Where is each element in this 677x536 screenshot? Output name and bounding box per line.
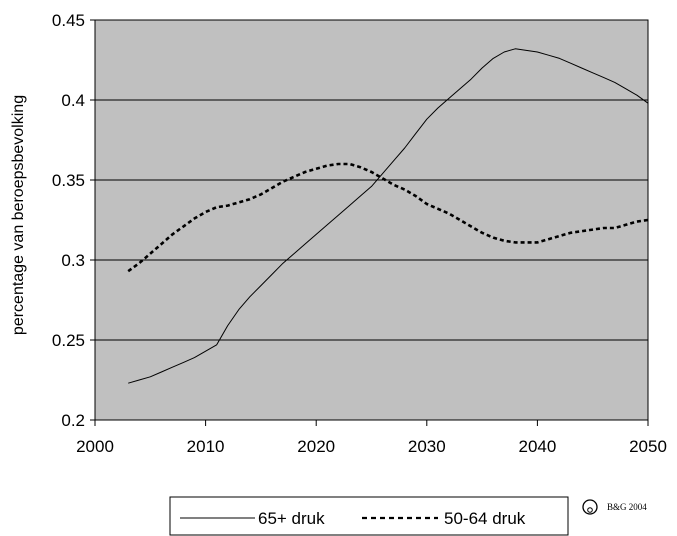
x-tick-label-2020: 2020 <box>297 437 335 456</box>
x-tick-label-2000: 2000 <box>76 437 114 456</box>
y-tick-label-0.25: 0.25 <box>52 331 85 350</box>
legend-box <box>169 496 569 536</box>
legend: 65+ druk 50-64 druk <box>169 496 569 536</box>
plot-area <box>94 19 649 421</box>
copyright-mark: B&G 2004 <box>582 499 647 515</box>
y-tick-label-0.45: 0.45 <box>52 11 85 30</box>
series-line-1 <box>127 162 649 273</box>
x-axis-ticks: 2000 2010 2020 2030 2040 2050 <box>76 420 667 456</box>
y-tick-label-0.2: 0.2 <box>61 411 85 430</box>
axes <box>94 20 648 421</box>
y-tick-label-0.4: 0.4 <box>61 91 85 110</box>
gridlines <box>95 99 648 341</box>
legend-label-50-64: 50-64 druk <box>444 509 526 528</box>
series-line-0 <box>128 48 649 384</box>
x-tick-label-2030: 2030 <box>408 437 446 456</box>
x-tick-label-2040: 2040 <box>518 437 556 456</box>
x-tick-label-2050: 2050 <box>629 437 667 456</box>
x-tick-label-2010: 2010 <box>187 437 225 456</box>
y-tick-label-0.3: 0.3 <box>61 251 85 270</box>
copyright-circle-icon <box>582 499 598 515</box>
y-axis-title: percentage van beroepsbevolking <box>10 95 27 335</box>
copyright-text: B&G 2004 <box>607 502 647 512</box>
y-tick-label-0.35: 0.35 <box>52 171 85 190</box>
series-lines <box>127 48 649 384</box>
legend-label-65plus: 65+ druk <box>258 509 325 528</box>
y-axis-ticks: 0.2 0.25 0.3 0.35 0.4 0.45 <box>52 11 95 430</box>
